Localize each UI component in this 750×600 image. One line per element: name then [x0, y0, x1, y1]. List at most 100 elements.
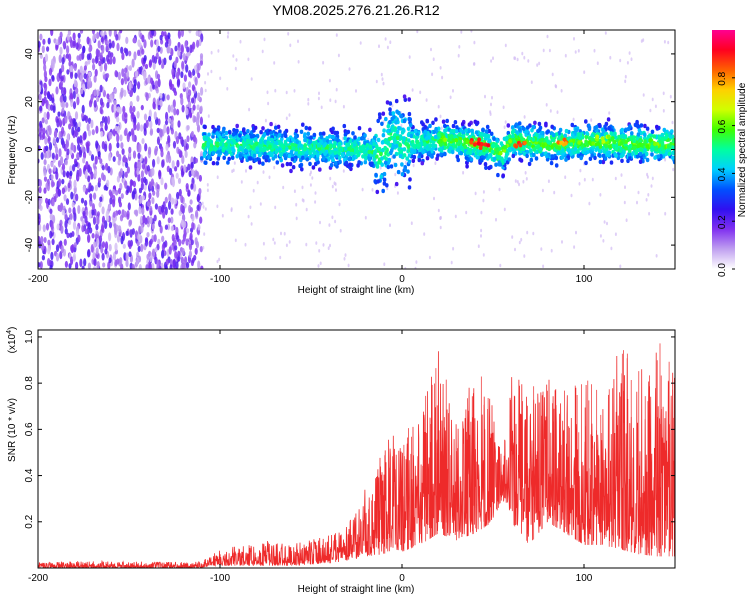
spectrogram-cell — [356, 153, 361, 158]
spectrogram-cell — [564, 175, 567, 179]
spectrogram-cell — [371, 188, 374, 192]
spectrogram-cell — [181, 104, 185, 113]
spectrogram-cell — [117, 159, 121, 166]
spectrogram-cell — [137, 81, 141, 90]
spectrogram-cell — [191, 222, 195, 230]
spectrogram-cell — [344, 253, 347, 257]
spectrogram-cell — [100, 224, 105, 233]
spectrogram-cell — [274, 125, 278, 130]
spectrogram-cell — [71, 202, 75, 208]
spectrogram-cell — [353, 140, 357, 145]
spectrogram-cell — [140, 182, 144, 191]
spectrogram-cell — [301, 122, 305, 127]
spectrogram-cell — [331, 215, 334, 220]
y-tick-label: 0.4 — [24, 468, 35, 482]
spectrogram-cell — [75, 87, 79, 95]
spectrogram-cell — [561, 148, 565, 153]
spectrogram-cell — [203, 232, 206, 236]
spectrogram-cell — [141, 163, 146, 170]
spectrogram-cell — [47, 135, 51, 142]
spectrogram-cell — [625, 218, 628, 222]
spectrogram-cell — [136, 256, 140, 265]
spectrogram-cell — [536, 144, 541, 149]
spectrogram-cell — [206, 141, 210, 146]
spectrogram-cell — [305, 207, 308, 212]
spectrogram-cell — [460, 30, 463, 34]
spectrogram-cell — [144, 178, 148, 186]
spectrogram-cell — [207, 72, 209, 76]
spectrogram-cell — [336, 138, 340, 143]
spectrogram-cell — [529, 149, 533, 154]
spectrogram-cell — [482, 147, 486, 153]
spectrogram-cell — [431, 72, 434, 77]
spectrogram-cell — [464, 128, 468, 133]
spectrogram-cell — [99, 52, 103, 60]
spectrogram-cell — [61, 178, 65, 185]
spectrogram-cell — [288, 161, 293, 167]
spectrogram-cell — [660, 141, 665, 146]
spectrogram-cell — [329, 176, 332, 181]
spectrogram-cell — [259, 202, 262, 206]
spectrogram-cell — [293, 135, 298, 140]
spectrogram-hotspot — [563, 141, 568, 146]
spectrogram-cell — [55, 252, 60, 262]
spectrogram-cell — [199, 116, 203, 126]
spectrogram-cell — [402, 118, 407, 124]
spectrogram-cell — [64, 228, 68, 235]
spectrogram-cell — [72, 206, 76, 215]
spectrogram-cell — [83, 258, 87, 267]
spectrogram-cell — [86, 36, 90, 45]
spectrogram-cell — [363, 140, 367, 146]
spectrogram-cell — [402, 147, 407, 152]
spectrogram-cell — [609, 160, 614, 165]
spectrogram-cell — [323, 151, 327, 156]
spectrogram-cell — [624, 185, 626, 189]
spectrogram-cell — [412, 154, 417, 160]
spectrogram-cell — [167, 135, 171, 144]
spectrogram-cell — [477, 244, 480, 248]
spectrogram-cell — [221, 148, 226, 153]
spectrogram-cell — [101, 253, 105, 261]
spectrogram-cell — [518, 146, 522, 151]
spectrogram-cell — [116, 116, 120, 123]
spectrogram-cell — [87, 117, 92, 124]
spectrogram-hotspot — [600, 136, 605, 141]
spectrogram-cell — [195, 209, 199, 218]
spectrogram-cell — [92, 266, 97, 269]
spectrogram-cell — [122, 243, 126, 249]
spectrogram-cell — [97, 49, 101, 57]
spectrogram-cell — [671, 120, 674, 125]
spectrogram-cell — [648, 211, 651, 216]
spectrogram-cell — [44, 151, 48, 159]
spectrogram-cell — [144, 156, 148, 165]
spectrogram-cell — [92, 162, 96, 169]
spectrogram-cell — [291, 137, 295, 142]
spectrogram-cell — [172, 99, 176, 108]
spectrogram-cell — [511, 125, 515, 130]
spectrogram-cell — [459, 145, 464, 150]
spectrogram-cell — [92, 63, 96, 71]
spectrogram-cell — [554, 155, 559, 161]
spectrogram-cell — [314, 200, 317, 204]
spectrogram-cell — [174, 251, 178, 259]
spectrogram-cell — [108, 189, 112, 196]
spectrogram-cell — [67, 30, 71, 36]
spectrogram-cell — [176, 78, 180, 88]
spectrogram-cell — [436, 153, 440, 158]
spectrogram-cell — [495, 217, 497, 222]
spectrogram-cell — [511, 153, 516, 159]
spectrogram-cell — [190, 239, 194, 246]
spectrogram-cell — [452, 89, 454, 93]
spectrogram-cell — [480, 234, 482, 238]
spectrogram-cell — [384, 37, 387, 41]
spectrogram-cell — [116, 175, 120, 183]
spectrogram-cell — [68, 60, 72, 67]
spectrogram-cell — [470, 30, 473, 33]
spectrogram-cell — [156, 98, 160, 107]
spectrogram-cell — [79, 65, 83, 74]
spectrogram-cell — [403, 167, 408, 172]
spectrogram-cell — [261, 126, 265, 131]
spectrogram-cell — [614, 145, 619, 151]
spectrogram-cell — [465, 140, 470, 145]
spectrogram-cell — [378, 44, 380, 48]
